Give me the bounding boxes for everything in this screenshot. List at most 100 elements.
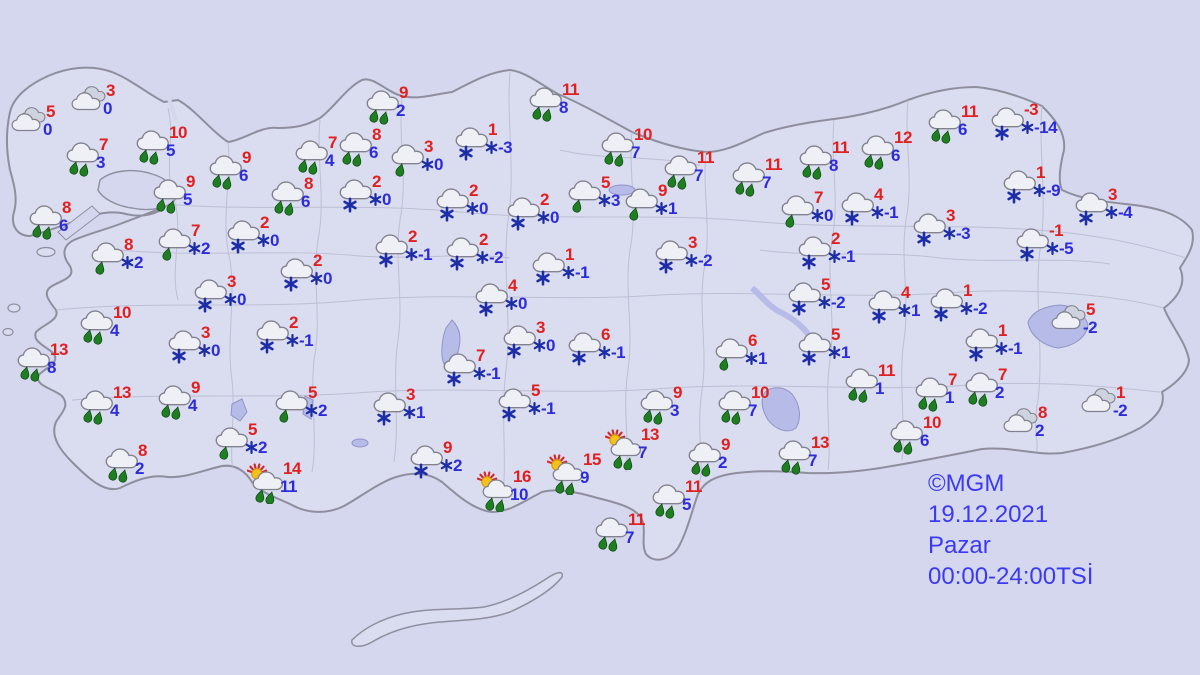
weather-station: 1 -3 [452,120,528,171]
max-temp: 4 [508,276,517,295]
min-temp: 2 [135,459,144,478]
rain-icon [637,386,679,433]
weather-station: 2 0 [277,252,353,302]
min-temp: 2 [245,439,267,456]
max-temp: 14 [283,459,301,478]
sleet-icon [565,176,607,223]
weather-station: 1 -9 [1000,164,1076,214]
min-temp: 4 [110,401,119,420]
rain-icon [77,386,119,433]
weather-station: 3 0 [165,324,241,374]
weather-station: 13 7 [775,434,851,484]
min-temp: 6 [958,120,967,139]
snow-icon [165,326,207,373]
weather-station: 2 -1 [253,313,329,364]
sleet-icon [155,224,197,271]
max-temp: 11 [697,148,714,167]
max-temp: 7 [328,133,337,152]
sun-rain-icon [476,470,519,517]
marmara-sea [57,95,178,241]
weather-station: 6 -1 [565,326,641,376]
min-temp: 7 [694,166,703,185]
weather-station: 10 7 [715,383,791,434]
rain-icon [912,373,954,420]
rain-icon [661,151,703,198]
weather-station: 13 8 [14,340,90,391]
min-temp: 6 [920,431,929,450]
max-temp: 12 [894,128,912,147]
min-temp: -1 [598,344,626,361]
cloudy-icon [10,105,52,152]
weather-station: 9 6 [206,148,282,199]
min-temp: 5 [183,190,192,209]
max-temp: 1 [565,245,574,264]
rain-icon [526,83,568,130]
weather-station: 3 0 [70,82,146,132]
max-temp: 10 [751,383,769,402]
weather-station: 8 6 [336,126,412,176]
max-temp: 2 [831,229,840,248]
max-temp: 16 [513,467,531,486]
max-temp: 4 [874,185,883,204]
min-temp: 2 [396,101,405,120]
aegean-islands [2,246,56,337]
max-temp: 5 [821,275,830,294]
min-temp: 0 [466,200,488,217]
snow-icon [472,279,514,326]
weather-station: 1 -1 [962,322,1038,372]
min-temp: 0 [537,209,559,226]
max-temp: 10 [113,303,131,322]
copyright-label: ©MGM [928,470,1005,497]
snow-icon [652,236,694,283]
weather-station: 3 -2 [652,234,728,284]
snow-icon [988,103,1030,150]
snow-icon [795,328,837,375]
weather-station: 2 0 [433,182,509,232]
sleet-icon [712,334,754,381]
rain-icon [150,175,192,222]
weather-station: 1 -2 [927,282,1003,332]
weather-station: 2 -2 [443,231,519,281]
weather-station: 3 -4 [1072,186,1148,236]
max-temp: 10 [169,123,187,142]
weather-station: -3 -14 [988,101,1064,151]
max-temp: 6 [748,331,757,350]
weather-station: 4 0 [472,276,548,327]
weather-station: 11 6 [925,103,1001,153]
max-temp: 8 [1038,403,1047,422]
weather-station: 1 -1 [529,245,605,296]
sleet-icon [212,423,254,470]
min-temp: 6 [301,192,310,211]
min-temp: 10 [510,485,528,504]
weather-station: 9 2 [685,436,761,486]
weather-station: 13 4 [77,384,153,434]
min-temp: 6 [369,143,378,162]
min-temp: -1 [473,365,501,382]
max-temp: 11 [685,477,702,496]
weather-station: 11 7 [729,156,805,206]
max-temp: 11 [628,510,645,529]
cloudy-icon [1080,386,1122,433]
max-temp: 2 [289,313,298,332]
rain-icon [206,151,248,198]
weather-station: 8 2 [102,442,178,492]
weather-station: 7 3 [63,136,139,186]
snow-icon [253,316,295,363]
max-temp: 1 [488,120,497,139]
sun-rain-icon [546,453,589,500]
max-temp: 3 [424,137,433,156]
max-temp: 1 [1116,383,1125,402]
weather-station: 4 -1 [838,185,914,236]
snow-icon [191,275,233,322]
snow-icon [785,278,827,325]
min-temp: -2 [960,300,988,317]
rain-icon [775,436,817,483]
max-temp: 9 [242,148,251,167]
min-temp: 4 [325,151,334,170]
max-temp: 13 [50,340,68,359]
rain-icon [77,306,119,353]
rain-icon [102,444,144,491]
snow-icon [1013,224,1055,271]
snow-icon [565,328,607,375]
min-temp: -1 [562,264,590,281]
